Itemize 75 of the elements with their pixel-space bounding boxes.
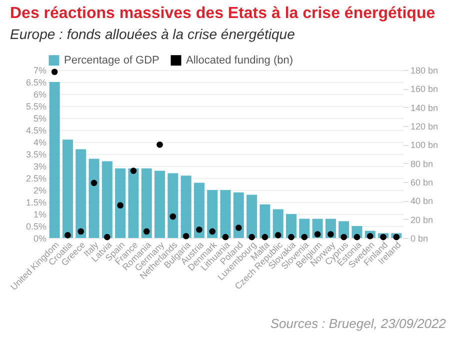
bar: [49, 82, 60, 238]
point: [393, 234, 400, 240]
y-tick-label: 4.5%: [26, 126, 46, 136]
y-tick-label: 2.5%: [26, 174, 46, 184]
point: [51, 68, 58, 76]
bar: [286, 214, 296, 238]
point: [209, 228, 216, 235]
y2-tick-label: 120 bn: [410, 122, 438, 132]
point: [354, 234, 360, 240]
point: [90, 180, 98, 186]
bar: [141, 168, 152, 238]
point: [380, 234, 386, 240]
point: [143, 228, 150, 235]
point: [130, 168, 137, 174]
point: [170, 213, 176, 220]
y-tick-label: 6%: [33, 90, 46, 100]
legend-label: Allocated funding (bn): [186, 54, 294, 66]
bar: [272, 209, 284, 238]
point: [314, 231, 321, 238]
point: [328, 231, 334, 238]
bar: [154, 170, 166, 238]
y2-tick-label: 180 bn: [410, 66, 438, 76]
bar: [62, 140, 73, 238]
point: [156, 142, 163, 148]
bar: [260, 204, 270, 238]
point: [78, 228, 84, 235]
y2-tick-label: 100 bn: [410, 140, 438, 150]
bar: [207, 190, 218, 238]
y-tick-label: 6.5%: [26, 78, 46, 88]
point: [288, 234, 294, 240]
bar: [128, 168, 139, 238]
point: [274, 232, 282, 238]
y-tick-label: 0.5%: [26, 222, 46, 232]
legend-label: Percentage of GDP: [64, 54, 160, 66]
y2-tick-label: 40 bn: [410, 196, 434, 206]
chart-title: Des réactions massives des Etats à la crise énergétique: [9, 4, 436, 23]
y-tick-label: 2%: [33, 186, 46, 196]
point: [262, 234, 268, 240]
y2-tick-label: 0 bn: [410, 234, 428, 244]
y-tick-label: 4%: [33, 138, 46, 148]
point: [340, 234, 347, 240]
bar: [88, 158, 100, 238]
source-note: Sources : Bruegel, 23/09/2022: [270, 316, 446, 331]
y2-tick-label: 140 bn: [410, 102, 438, 113]
bar: [76, 149, 86, 238]
y-tick-label: 3.5%: [26, 150, 46, 160]
bar: [194, 182, 204, 238]
point: [248, 234, 255, 240]
bar: [168, 173, 178, 238]
chart-subtitle: Europe : fonds allouées à la crise énergétique: [9, 25, 296, 42]
y-tick-label: 7%: [33, 66, 46, 76]
y2-tick-label: 20 bn: [410, 214, 434, 225]
y-tick-label: 3%: [33, 162, 46, 172]
point: [64, 232, 71, 238]
point: [301, 234, 308, 240]
bar: [246, 194, 258, 238]
y-tick-label: 1.5%: [26, 198, 46, 208]
point: [117, 202, 124, 208]
bar: [233, 192, 244, 238]
y2-tick-label: 60 bn: [410, 178, 434, 188]
y-tick-label: 5.5%: [26, 102, 46, 112]
bar: [115, 168, 126, 238]
point: [222, 234, 229, 240]
y-tick-label: 1%: [33, 210, 46, 220]
y-tick-label: 0%: [33, 234, 46, 244]
point: [104, 234, 110, 240]
y2-tick-label: 160 bn: [410, 84, 438, 94]
bar: [102, 161, 112, 238]
point: [182, 232, 190, 240]
bar: [220, 190, 231, 238]
y-tick-label: 5%: [33, 114, 46, 124]
point: [235, 224, 242, 231]
point: [196, 226, 202, 233]
y2-tick-label: 80 bn: [410, 158, 434, 169]
bar: [180, 176, 192, 238]
